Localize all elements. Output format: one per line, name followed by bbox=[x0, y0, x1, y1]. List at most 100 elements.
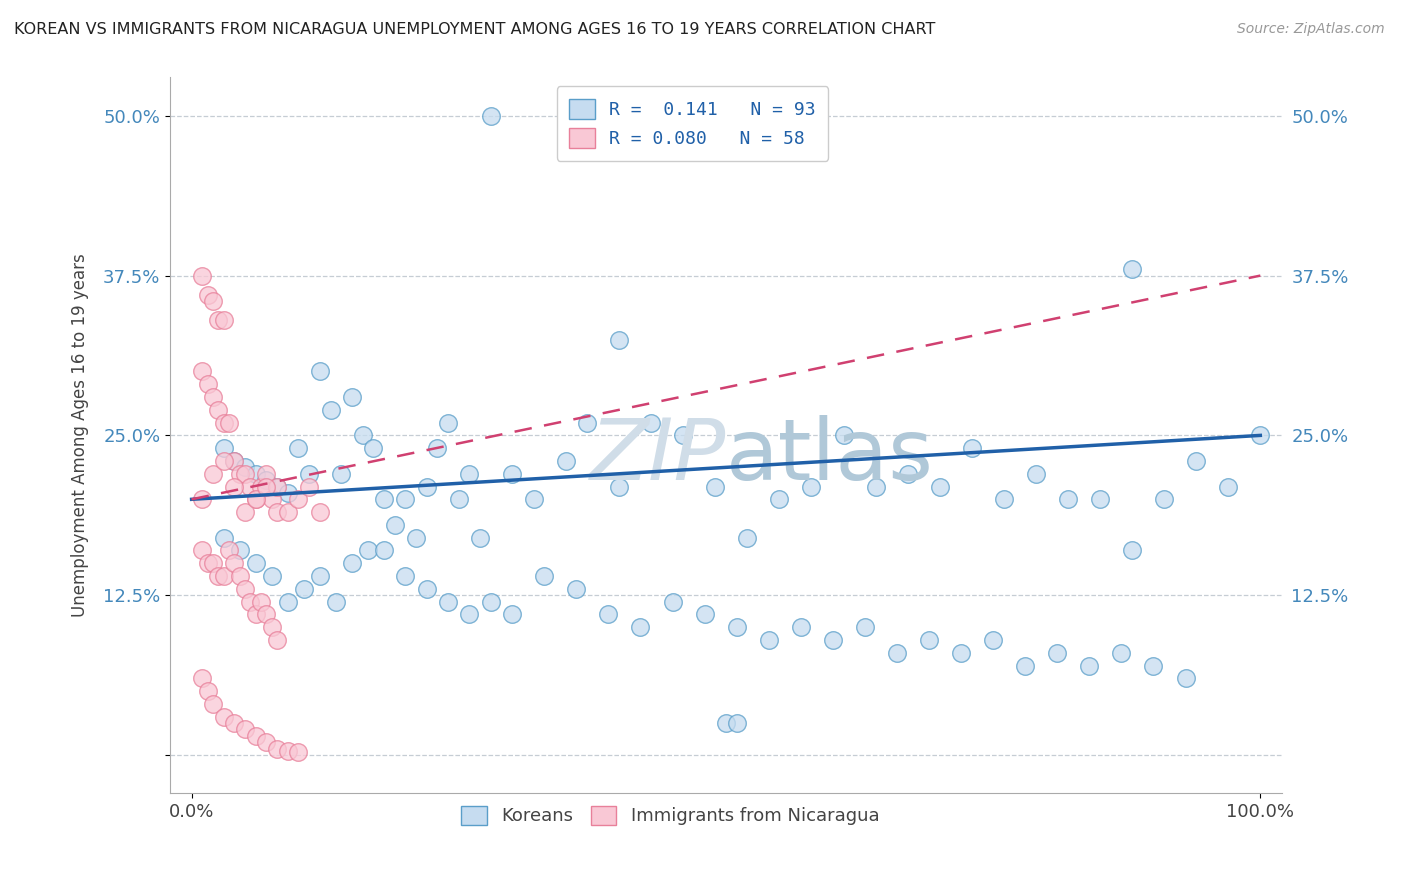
Point bbox=[737, 531, 759, 545]
Point bbox=[373, 492, 395, 507]
Point bbox=[266, 479, 288, 493]
Point bbox=[207, 402, 229, 417]
Point bbox=[212, 531, 235, 545]
Point bbox=[607, 479, 630, 493]
Point bbox=[254, 607, 277, 622]
Point bbox=[725, 620, 748, 634]
Point bbox=[325, 594, 347, 608]
Point bbox=[191, 492, 214, 507]
Point bbox=[239, 479, 262, 493]
Point bbox=[340, 390, 363, 404]
Point bbox=[197, 377, 219, 392]
Point bbox=[277, 744, 299, 758]
Point bbox=[228, 569, 250, 583]
Point bbox=[245, 607, 267, 622]
Point bbox=[714, 716, 737, 731]
Point bbox=[340, 556, 363, 570]
Point bbox=[250, 594, 273, 608]
Point bbox=[1078, 658, 1101, 673]
Point bbox=[1111, 646, 1133, 660]
Point bbox=[233, 460, 256, 475]
Point bbox=[928, 479, 950, 493]
Point bbox=[661, 594, 683, 608]
Text: Source: ZipAtlas.com: Source: ZipAtlas.com bbox=[1237, 22, 1385, 37]
Point bbox=[245, 729, 267, 743]
Point bbox=[191, 268, 214, 283]
Point bbox=[233, 505, 256, 519]
Point bbox=[308, 364, 330, 378]
Point bbox=[197, 287, 219, 301]
Point bbox=[458, 467, 481, 481]
Point bbox=[1174, 671, 1197, 685]
Point bbox=[212, 416, 235, 430]
Point bbox=[384, 517, 406, 532]
Point bbox=[266, 479, 288, 493]
Point bbox=[277, 505, 299, 519]
Point bbox=[865, 479, 887, 493]
Legend: Koreans, Immigrants from Nicaragua: Koreans, Immigrants from Nicaragua bbox=[453, 797, 889, 834]
Point bbox=[197, 556, 219, 570]
Point bbox=[245, 467, 267, 481]
Point bbox=[245, 492, 267, 507]
Point bbox=[233, 467, 256, 481]
Point bbox=[640, 416, 662, 430]
Point bbox=[672, 428, 695, 442]
Point bbox=[1218, 479, 1240, 493]
Point bbox=[479, 109, 502, 123]
Point bbox=[250, 479, 273, 493]
Point bbox=[308, 505, 330, 519]
Point bbox=[201, 467, 224, 481]
Point bbox=[1249, 428, 1271, 442]
Point bbox=[1121, 262, 1143, 277]
Point bbox=[458, 607, 481, 622]
Point bbox=[277, 486, 299, 500]
Point bbox=[758, 632, 780, 647]
Point bbox=[501, 607, 523, 622]
Point bbox=[287, 746, 309, 760]
Point bbox=[224, 454, 246, 468]
Point bbox=[993, 492, 1015, 507]
Point bbox=[212, 569, 235, 583]
Point bbox=[416, 479, 439, 493]
Point bbox=[361, 441, 384, 455]
Point bbox=[260, 620, 283, 634]
Point bbox=[308, 569, 330, 583]
Point bbox=[298, 467, 321, 481]
Point bbox=[704, 479, 727, 493]
Point bbox=[470, 531, 492, 545]
Point bbox=[352, 428, 374, 442]
Point bbox=[479, 594, 502, 608]
Point bbox=[218, 416, 240, 430]
Point bbox=[191, 364, 214, 378]
Point bbox=[298, 479, 321, 493]
Point bbox=[224, 556, 246, 570]
Point bbox=[447, 492, 470, 507]
Point bbox=[201, 294, 224, 309]
Point bbox=[197, 684, 219, 698]
Point bbox=[292, 582, 315, 596]
Point bbox=[201, 556, 224, 570]
Point bbox=[1121, 543, 1143, 558]
Point bbox=[405, 531, 427, 545]
Point bbox=[207, 569, 229, 583]
Point bbox=[960, 441, 983, 455]
Point bbox=[254, 735, 277, 749]
Point bbox=[1153, 492, 1175, 507]
Point bbox=[233, 582, 256, 596]
Point bbox=[1025, 467, 1047, 481]
Point bbox=[218, 543, 240, 558]
Point bbox=[254, 467, 277, 481]
Point bbox=[950, 646, 973, 660]
Point bbox=[554, 454, 576, 468]
Point bbox=[800, 479, 823, 493]
Point bbox=[501, 467, 523, 481]
Point bbox=[1057, 492, 1080, 507]
Point bbox=[224, 454, 246, 468]
Point bbox=[224, 479, 246, 493]
Point bbox=[768, 492, 790, 507]
Point bbox=[1088, 492, 1111, 507]
Y-axis label: Unemployment Among Ages 16 to 19 years: Unemployment Among Ages 16 to 19 years bbox=[72, 253, 89, 617]
Point bbox=[981, 632, 1004, 647]
Point bbox=[245, 556, 267, 570]
Point bbox=[319, 402, 342, 417]
